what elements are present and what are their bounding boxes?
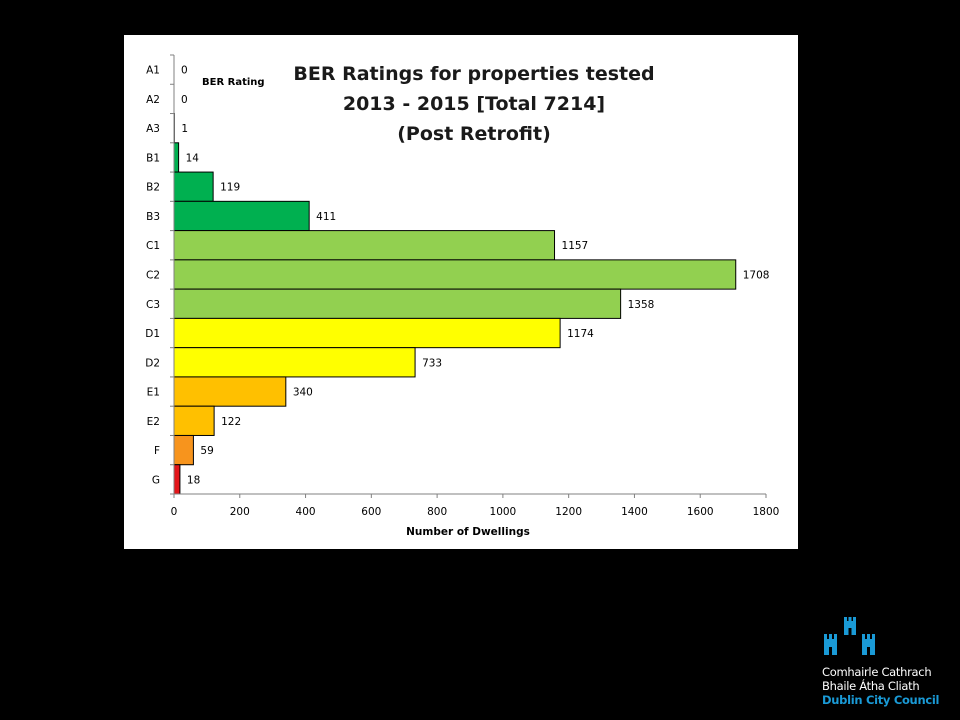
data-label-a3: 1 <box>181 123 188 135</box>
x-tick-label: 1200 <box>555 506 582 518</box>
data-label-e2: 122 <box>221 416 241 428</box>
logo-text-english: Dublin City Council <box>822 693 940 707</box>
category-label-c3: C3 <box>146 299 160 311</box>
category-label-g: G <box>152 474 160 486</box>
chart-title-line-2: 2013 - 2015 [Total 7214] <box>342 93 606 115</box>
bar-d2 <box>173 347 416 378</box>
x-tick-label: 600 <box>361 506 381 518</box>
dublin-city-council-logo: Comhairle Cathrach Bhaile Átha Cliath Du… <box>818 615 948 715</box>
x-tick-label: 0 <box>171 506 178 518</box>
category-label-d2: D2 <box>145 357 160 369</box>
data-label-f: 59 <box>200 445 213 457</box>
logo-text-irish-1: Comhairle Cathrach <box>822 665 932 679</box>
bar-e1 <box>173 376 287 407</box>
x-tick-label: 800 <box>427 506 447 518</box>
category-label-a2: A2 <box>146 94 160 106</box>
x-tick-label: 1800 <box>753 506 780 518</box>
data-label-a2: 0 <box>181 94 188 106</box>
x-tick-label: 200 <box>230 506 250 518</box>
data-label-g: 18 <box>187 474 200 486</box>
data-label-c2: 1708 <box>743 270 770 282</box>
category-label-a1: A1 <box>146 65 160 77</box>
logo-text-irish-2: Bhaile Átha Cliath <box>822 679 920 693</box>
x-tick-label: 1400 <box>621 506 648 518</box>
data-label-a1: 0 <box>181 65 188 77</box>
bar-b1 <box>173 142 180 173</box>
category-label-d1: D1 <box>145 328 160 340</box>
bar-e2 <box>173 405 215 436</box>
category-label-b2: B2 <box>146 182 160 194</box>
data-label-b2: 119 <box>220 182 240 194</box>
chart-title-line-1: BER Ratings for properties tested <box>293 63 655 85</box>
category-label-f: F <box>154 445 160 457</box>
x-tick-label: 1000 <box>490 506 517 518</box>
data-label-d1: 1174 <box>567 328 594 340</box>
category-label-e2: E2 <box>147 416 160 428</box>
bar-d1 <box>173 317 561 349</box>
data-label-d2: 733 <box>422 357 442 369</box>
bar-b3 <box>173 200 310 232</box>
bar-c1 <box>173 230 556 261</box>
category-label-b3: B3 <box>146 211 160 223</box>
y-axis-label: BER Rating <box>202 77 265 88</box>
category-label-c1: C1 <box>146 240 160 252</box>
data-label-b1: 14 <box>186 152 200 164</box>
data-label-c1: 1157 <box>562 240 589 252</box>
category-label-a3: A3 <box>146 123 160 135</box>
x-tick-label: 400 <box>296 506 316 518</box>
bar-chart: 0 A1 0 A2 1 A3 14 B1 119 B2 411 B3 1157 C1 1708 C2 1358 C… <box>145 54 780 538</box>
data-label-b3: 411 <box>316 211 336 223</box>
castles-icon <box>824 617 875 655</box>
data-label-e1: 340 <box>293 387 313 399</box>
x-tick-label: 1600 <box>687 506 714 518</box>
bar-b2 <box>173 171 214 202</box>
bar-c3 <box>173 288 622 319</box>
bar-f <box>173 434 194 466</box>
bar-g <box>173 464 181 495</box>
category-label-b1: B1 <box>146 152 160 164</box>
x-axis-label: Number of Dwellings <box>406 526 530 538</box>
chart-title-line-3: (Post Retrofit) <box>397 123 551 145</box>
chart-panel: 0 A1 0 A2 1 A3 14 B1 119 B2 411 B3 1157 C1 1708 C2 1358 C… <box>124 35 798 549</box>
category-label-e1: E1 <box>147 387 160 399</box>
category-label-c2: C2 <box>146 270 160 282</box>
bar-c2 <box>173 259 737 290</box>
data-label-c3: 1358 <box>628 299 655 311</box>
